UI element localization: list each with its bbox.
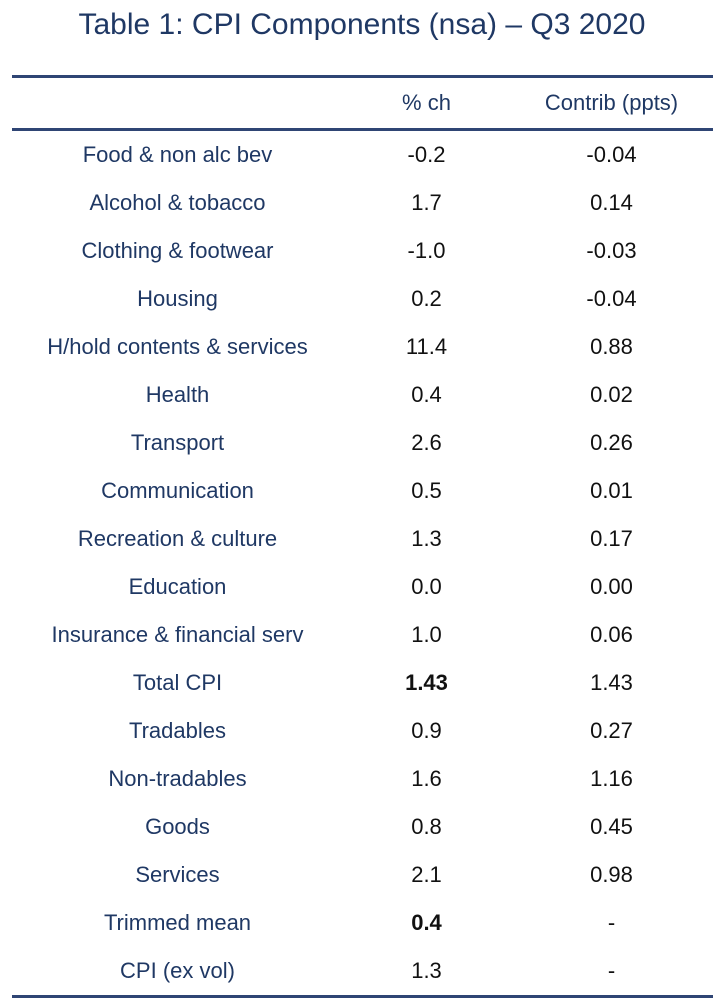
contribution-cell: 0.26 [590,430,633,455]
row-label: Trimmed mean [103,910,252,935]
table-row: Goods 0.8 0.45 [12,803,713,851]
pct-change-cell: 0.4 [411,910,442,935]
contribution-cell: -0.04 [586,142,637,167]
pct-change-cell: 1.0 [411,622,442,647]
row-label: Housing [137,286,218,311]
row-label: CPI (ex vol) [120,958,235,983]
column-header-label [12,77,343,130]
pct-change-cell: -0.2 [407,142,446,167]
table-row: Services 2.1 0.98 [12,851,713,899]
row-label: Tradables [128,718,226,743]
pct-change-cell: 1.43 [405,670,448,695]
row-label: Transport [130,430,225,455]
column-header-pct-ch: % ch [402,90,451,115]
contribution-cell: - [607,910,616,935]
contribution-cell: 0.27 [590,718,633,743]
contribution-cell: 0.01 [590,478,633,503]
pct-change-cell: 1.3 [411,526,442,551]
table-title: Table 1: CPI Components (nsa) – Q3 2020 [78,8,646,41]
contribution-cell: 0.45 [590,814,633,839]
cpi-components-table: % ch Contrib (ppts) Food & non alc bev -0… [12,75,713,998]
row-label: Insurance & financial serv [51,622,304,647]
pct-change-cell: 0.5 [411,478,442,503]
table-row: Housing 0.2 -0.04 [12,275,713,323]
row-label: Health [145,382,210,407]
pct-change-cell: 2.1 [411,862,442,887]
table-row: Alcohol & tobacco 1.7 0.14 [12,179,713,227]
contribution-cell: 0.00 [590,574,633,599]
contribution-cell: 0.02 [590,382,633,407]
table-row: Health 0.4 0.02 [12,371,713,419]
row-label: Total CPI [132,670,223,695]
table-row: Food & non alc bev -0.2 -0.04 [12,130,713,180]
row-label: Food & non alc bev [82,142,273,167]
pct-change-cell: 11.4 [405,334,448,359]
table-row: Transport 2.6 0.26 [12,419,713,467]
row-label: Communication [101,478,254,503]
row-label: Education [128,574,227,599]
table-row: Insurance & financial serv 1.0 0.06 [12,611,713,659]
row-label: Clothing & footwear [81,238,274,263]
contribution-cell: 0.17 [590,526,633,551]
contribution-cell: 0.88 [590,334,633,359]
row-label: H/hold contents & services [47,334,308,359]
table-row: Communication 0.5 0.01 [12,467,713,515]
pct-change-cell: 2.6 [411,430,442,455]
contribution-cell: 1.16 [590,766,633,791]
pct-change-cell: 0.0 [411,574,442,599]
pct-change-cell: 1.3 [411,958,442,983]
column-header-contrib: Contrib (ppts) [544,90,679,115]
row-label: Alcohol & tobacco [89,190,266,215]
table-row: Clothing & footwear -1.0 -0.03 [12,227,713,275]
table-row: Education 0.0 0.00 [12,563,713,611]
table-row: Non-tradables 1.6 1.16 [12,755,713,803]
pct-change-cell: 0.8 [411,814,442,839]
table-row: CPI (ex vol) 1.3 - [12,947,713,997]
table-row: Tradables 0.9 0.27 [12,707,713,755]
table-row: Total CPI 1.43 1.43 [12,659,713,707]
contribution-cell: 0.98 [590,862,633,887]
contribution-cell: 0.06 [590,622,633,647]
row-label: Recreation & culture [77,526,278,551]
row-label: Goods [145,814,210,839]
pct-change-cell: -1.0 [407,238,446,263]
pct-change-cell: 0.4 [411,382,442,407]
table-row: Trimmed mean 0.4 - [12,899,713,947]
pct-change-cell: 1.6 [411,766,442,791]
pct-change-cell: 1.7 [411,190,442,215]
contribution-cell: - [607,958,616,983]
table-row: Recreation & culture 1.3 0.17 [12,515,713,563]
table-row: H/hold contents & services 11.4 0.88 [12,323,713,371]
row-label: Services [135,862,220,887]
pct-change-cell: 0.9 [411,718,442,743]
row-label: Non-tradables [108,766,247,791]
contribution-cell: 1.43 [590,670,633,695]
header-row: % ch Contrib (ppts) [12,76,713,130]
contribution-cell: -0.04 [586,286,637,311]
pct-change-cell: 0.2 [411,286,442,311]
contribution-cell: -0.03 [586,238,637,263]
contribution-cell: 0.14 [590,190,633,215]
